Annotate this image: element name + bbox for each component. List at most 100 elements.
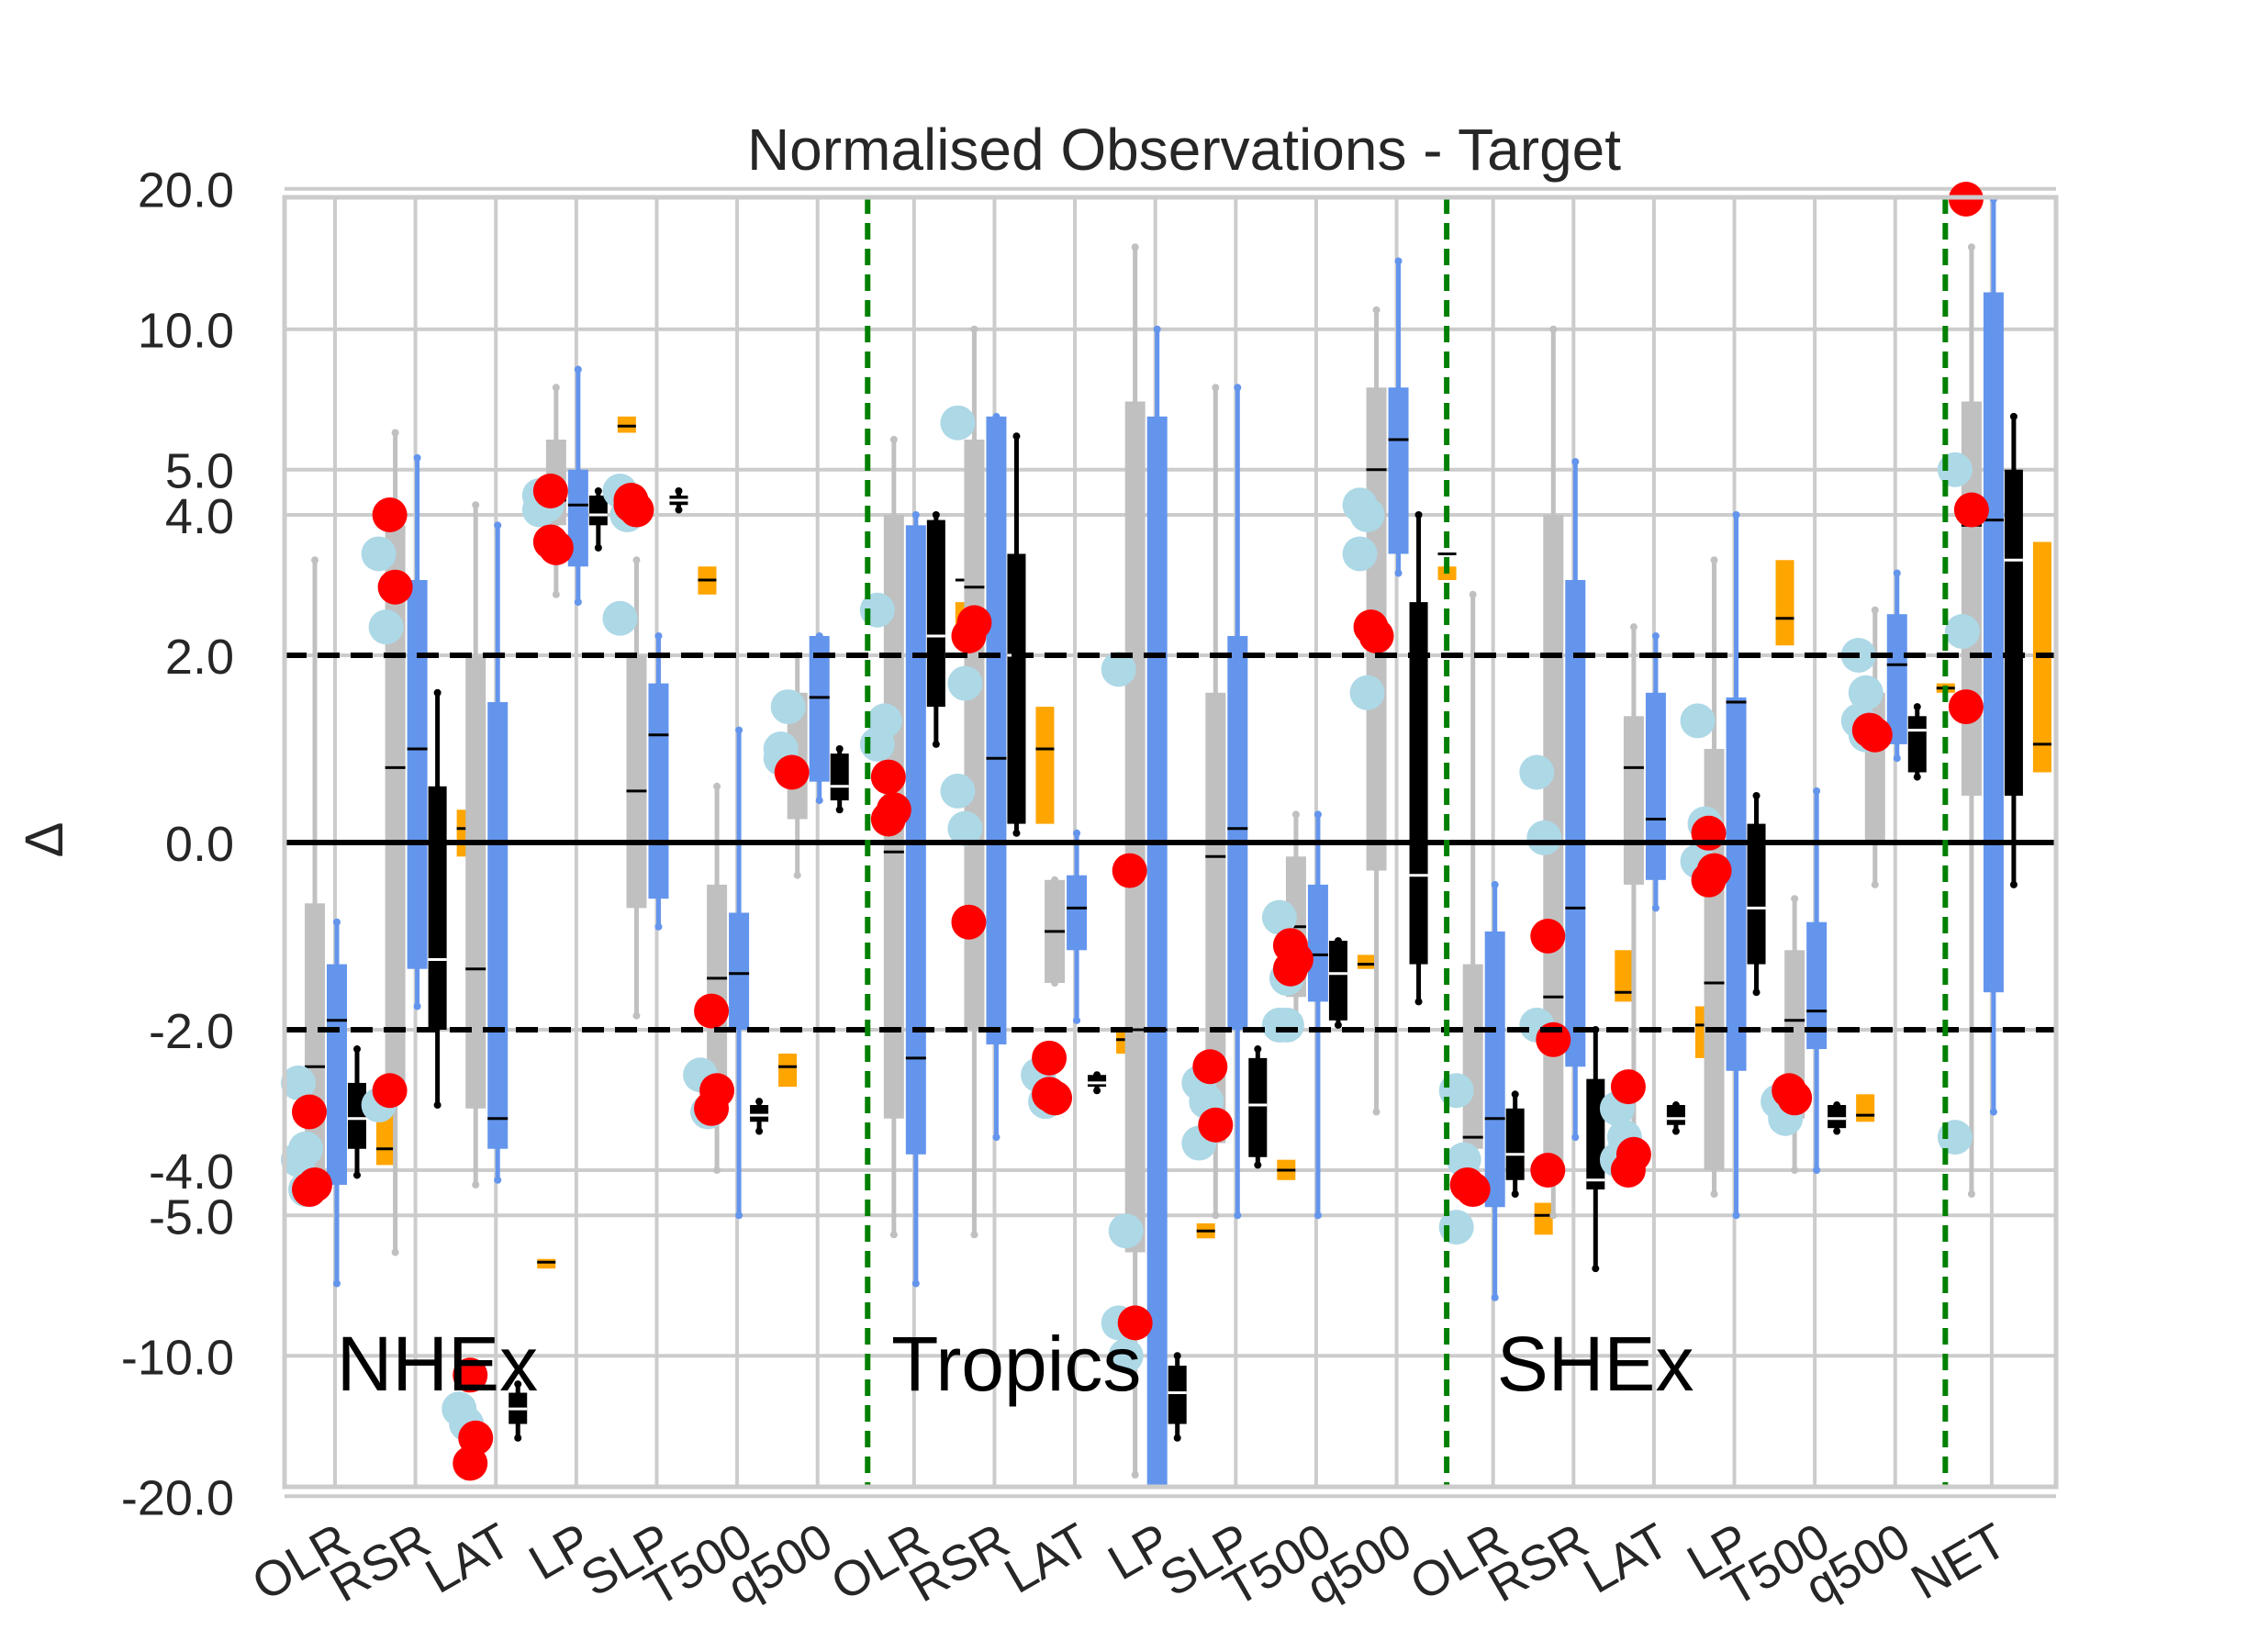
blue-whisker-cap	[1732, 1211, 1740, 1220]
red-point	[372, 497, 408, 532]
region-label: Tropics	[891, 1321, 1141, 1407]
variable-group-LP	[1101, 243, 1215, 1489]
red-point	[1691, 862, 1727, 898]
black-whisker-cap	[835, 745, 844, 753]
black-box	[1409, 602, 1428, 965]
black-box	[750, 1105, 769, 1122]
black-box	[1328, 941, 1347, 1021]
red-point	[1032, 1040, 1068, 1076]
blue-box	[1484, 931, 1505, 1208]
gray-whisker-cap	[1469, 590, 1477, 598]
black-whisker-cap	[1414, 998, 1423, 1006]
lightblue-point	[281, 1065, 316, 1100]
red-point	[453, 1357, 488, 1393]
gray-whisker-cap	[472, 501, 480, 509]
y-tick-label: 0.0	[165, 817, 234, 872]
black-whisker-cap	[1833, 1127, 1841, 1135]
black-whisker-cap	[1752, 792, 1761, 799]
reference-lines	[285, 197, 2056, 1487]
red-point	[1530, 919, 1566, 954]
y-tick-label: -10.0	[121, 1330, 234, 1385]
gray-whisker-cap	[1629, 623, 1638, 631]
blue-box	[809, 635, 830, 782]
blue-whisker-cap	[1651, 631, 1660, 640]
gray-box	[1124, 401, 1146, 1253]
variable-group-q500	[1342, 257, 1457, 1116]
lightblue-point	[947, 810, 983, 846]
lightblue-point	[1269, 1007, 1304, 1043]
red-point	[1358, 618, 1394, 653]
black-whisker-cap	[1012, 432, 1021, 441]
blue-box	[1886, 614, 1907, 744]
gray-whisker-cap	[1131, 1470, 1139, 1479]
blue-whisker-cap	[1989, 1108, 1997, 1116]
blue-whisker-cap	[654, 922, 663, 931]
red-point	[870, 801, 906, 837]
blue-box	[1067, 875, 1088, 951]
gray-whisker-cap	[1549, 1211, 1558, 1220]
gray-whisker-cap	[552, 590, 560, 598]
blue-whisker-cap	[1313, 1211, 1322, 1220]
blue-whisker-cap	[494, 1176, 502, 1184]
orange-range	[1775, 560, 1794, 646]
blue-box	[487, 702, 509, 1149]
red-point	[1117, 1305, 1153, 1341]
blue-whisker-cap	[1394, 257, 1403, 265]
blue-box	[407, 579, 428, 969]
plot-frame	[282, 195, 2059, 1490]
y-tick-label: 20.0	[138, 163, 234, 218]
red-point	[1192, 1049, 1228, 1085]
variable-group-SLP	[1181, 384, 1296, 1220]
blue-whisker-cap	[333, 918, 341, 926]
black-box	[348, 1082, 366, 1149]
variable-group-LAT	[1021, 829, 1135, 1120]
lightblue-point	[1108, 1213, 1144, 1249]
y-tick-label: 10.0	[138, 304, 234, 359]
blue-whisker-cap	[911, 511, 920, 519]
black-whisker-cap	[1173, 1434, 1181, 1442]
lightblue-point	[1944, 614, 1980, 650]
blue-whisker-cap	[1491, 1293, 1499, 1301]
gray-whisker-cap	[472, 1180, 480, 1189]
gray-box	[964, 439, 985, 1031]
blue-box	[1227, 635, 1248, 1030]
gray-whisker-cap	[1871, 880, 1879, 888]
black-whisker-cap	[675, 506, 683, 514]
gray-box	[1623, 716, 1644, 885]
blue-whisker-cap	[815, 797, 823, 805]
red-point	[1272, 951, 1308, 987]
red-point	[1857, 717, 1893, 753]
red-point	[1455, 1172, 1491, 1208]
gray-whisker-cap	[391, 1248, 399, 1256]
plot-area	[281, 182, 2051, 1489]
blue-whisker-cap	[1073, 829, 1081, 837]
blue-whisker-cap	[413, 1002, 421, 1010]
black-whisker-cap	[353, 1045, 361, 1054]
orange-range	[1534, 1202, 1553, 1235]
region-label: SHEx	[1497, 1321, 1694, 1407]
black-whisker-cap	[514, 1380, 522, 1389]
black-box	[926, 519, 945, 708]
black-box	[588, 495, 608, 526]
gray-whisker-cap	[1871, 606, 1879, 614]
blue-whisker-cap	[911, 1279, 920, 1288]
lightblue-point	[770, 689, 806, 725]
gray-whisker-cap	[1549, 325, 1558, 333]
y-tick-label: 2.0	[165, 630, 234, 685]
lightblue-point	[1108, 1338, 1144, 1374]
lightblue-point	[1342, 536, 1378, 572]
lightblue-point	[368, 609, 404, 645]
black-whisker-cap	[1592, 1265, 1600, 1273]
blue-box	[648, 683, 669, 899]
red-point	[532, 524, 568, 560]
blue-whisker-cap	[333, 1279, 341, 1288]
red-point	[377, 569, 413, 605]
black-box	[2004, 469, 2023, 796]
black-box	[1666, 1105, 1685, 1125]
gray-whisker-cap	[1791, 1166, 1799, 1174]
variable-group-OLR	[281, 556, 395, 1288]
black-box	[1747, 823, 1766, 965]
gray-box	[385, 525, 406, 1083]
x-tick-label: LAT	[996, 1512, 1099, 1603]
